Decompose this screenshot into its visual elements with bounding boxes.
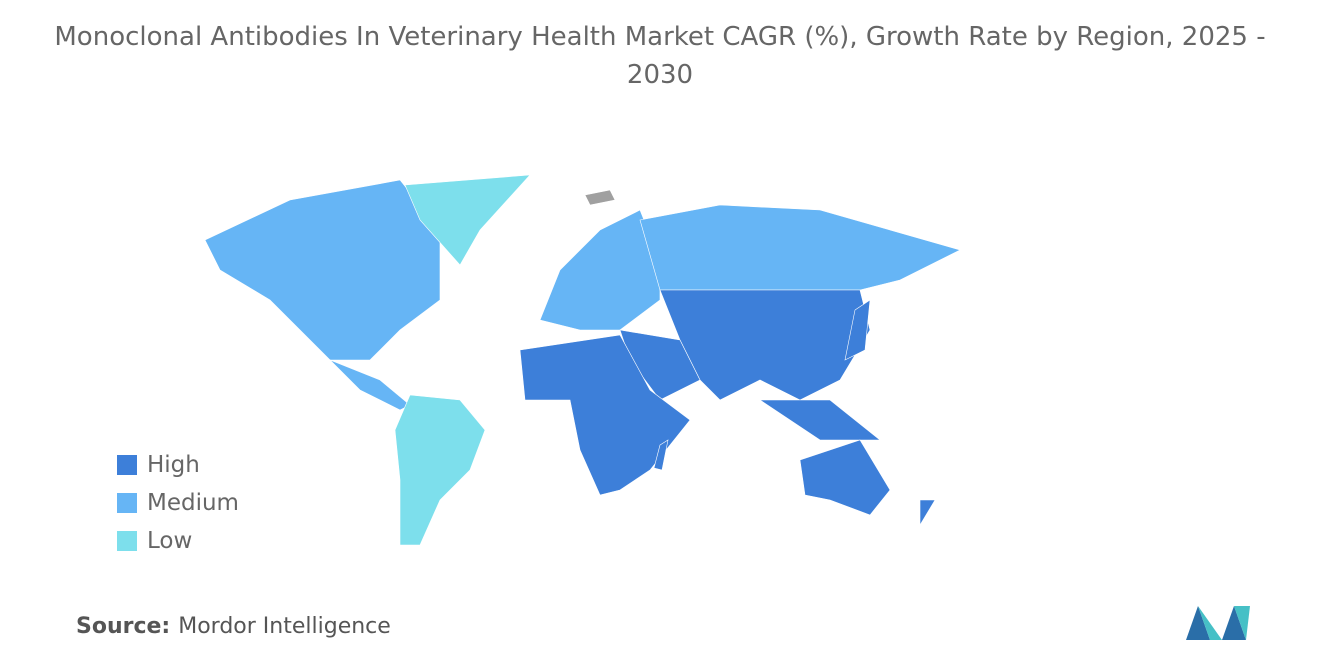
legend-label: Medium <box>147 490 239 516</box>
legend-item: Low <box>117 528 192 554</box>
legend-swatch <box>117 493 137 513</box>
legend-swatch <box>117 455 137 475</box>
legend-label: High <box>147 452 200 478</box>
source-text: Mordor Intelligence <box>178 614 391 639</box>
legend-item: High <box>117 452 200 478</box>
africa <box>519 334 691 496</box>
madagascar <box>653 439 669 471</box>
australia <box>799 439 891 516</box>
greenland <box>404 174 531 266</box>
south-america <box>394 394 486 546</box>
central-america <box>329 359 411 411</box>
source: Source: Mordor Intelligence <box>76 614 391 639</box>
legend-item: Medium <box>117 490 239 516</box>
svalbard <box>584 189 616 206</box>
chart-title: Monoclonal Antibodies In Veterinary Heal… <box>54 22 1266 90</box>
legend-swatch <box>117 531 137 551</box>
new-zealand <box>919 499 936 527</box>
north-america <box>204 179 441 361</box>
source-label: Source: <box>76 614 171 639</box>
southeast-asia <box>759 399 881 441</box>
japan <box>844 299 871 361</box>
russia <box>639 204 961 291</box>
logo <box>1186 606 1250 640</box>
legend-label: Low <box>147 528 193 554</box>
